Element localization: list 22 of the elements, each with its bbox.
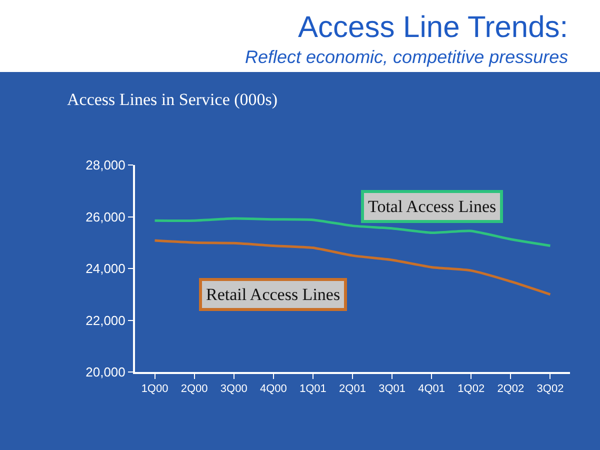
y-tick-label: 22,000 — [86, 312, 126, 328]
y-tick-label: 20,000 — [86, 364, 126, 380]
text: Access Lines in Service (000s) — [67, 90, 278, 109]
x-tick-label: 2Q01 — [339, 383, 366, 396]
x-tick-label: 1Q01 — [299, 383, 326, 396]
x-tick-label: 2Q02 — [497, 383, 524, 396]
series-label: Total Access Lines — [368, 197, 496, 216]
x-tick-label: 4Q00 — [260, 383, 287, 396]
y-tick-label: 26,000 — [86, 209, 126, 224]
x-tick-label: 4Q01 — [418, 383, 446, 396]
chart-title: Access Line Trends: — [298, 11, 568, 44]
x-tick-label: 2Q00 — [180, 383, 208, 396]
x-tick-label: 3Q01 — [378, 383, 406, 396]
y-tick-label: 28,000 — [86, 158, 126, 173]
line-series — [154, 217, 552, 247]
series-label: Retail Access Lines — [206, 285, 340, 304]
chart-subtitle: Reflect economic, competitive pressures — [245, 47, 568, 67]
y-tick-label: 24,000 — [86, 261, 126, 276]
x-tick-label: 3Q00 — [220, 383, 248, 396]
x-tick-label: 3Q02 — [536, 383, 564, 396]
x-tick-label: 1Q00 — [141, 383, 168, 396]
x-tick-label: 1Q02 — [458, 383, 485, 396]
